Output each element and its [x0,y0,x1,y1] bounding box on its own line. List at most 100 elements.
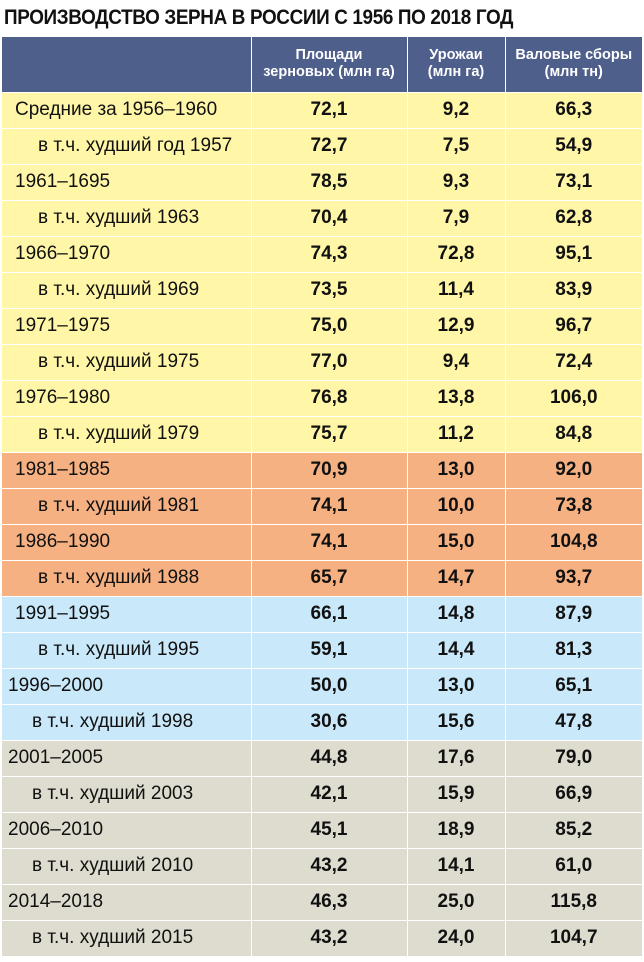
harvest-value: 87,9 [505,596,642,633]
column-header-line1: Валовые сборы [515,47,633,64]
column-header-harvest: Валовые сборы (млн тн) [505,37,642,93]
yield-value: 14,7 [407,560,506,597]
area-value: 77,0 [251,344,408,381]
row-label: в т.ч. худший 1979 [2,416,252,453]
yield-value: 7,5 [407,128,506,165]
column-header-area: Площади зерновых (млн га) [251,37,408,93]
row-label: 2014–2018 [2,884,252,921]
row-label: 1991–1995 [2,596,252,633]
table-row: 1986–1990 74,1 15,0 104,8 [2,524,642,561]
area-value: 74,1 [251,488,408,525]
yield-value: 14,4 [407,632,506,669]
row-label: 1996–2000 [2,668,252,705]
column-header-yield: Урожаи (млн га) [407,37,506,93]
harvest-value: 65,1 [505,668,642,705]
harvest-value: 66,3 [505,92,642,129]
harvest-value: 62,8 [505,200,642,237]
area-value: 44,8 [251,740,408,777]
column-header-line1: Площади [295,47,363,64]
area-value: 65,7 [251,560,408,597]
table-row: 1991–1995 66,1 14,8 87,9 [2,596,642,633]
yield-value: 9,3 [407,164,506,201]
row-label: в т.ч. худший 2015 [2,920,252,957]
table-row: в т.ч. худший 1979 75,7 11,2 84,8 [2,416,642,453]
area-value: 43,2 [251,848,408,885]
area-value: 46,3 [251,884,408,921]
harvest-value: 104,8 [505,524,642,561]
yield-value: 24,0 [407,920,506,957]
harvest-value: 47,8 [505,704,642,741]
yield-value: 9,4 [407,344,506,381]
harvest-value: 95,1 [505,236,642,273]
harvest-value: 83,9 [505,272,642,309]
area-value: 76,8 [251,380,408,417]
table-row: в т.ч. худший 2010 43,2 14,1 61,0 [2,848,642,885]
yield-value: 13,8 [407,380,506,417]
row-label: 1986–1990 [2,524,252,561]
area-value: 50,0 [251,668,408,705]
table-row: в т.ч. худший 2003 42,1 15,9 66,9 [2,776,642,813]
column-header-line2: зерновых (млн га) [263,64,395,81]
yield-value: 15,0 [407,524,506,561]
table-row: в т.ч. худший год 1957 72,7 7,5 54,9 [2,128,642,165]
table-header: Площади зерновых (млн га) Урожаи (млн га… [2,37,642,93]
yield-value: 25,0 [407,884,506,921]
area-value: 42,1 [251,776,408,813]
table-row: 2001–2005 44,8 17,6 79,0 [2,740,642,777]
row-label: 1966–1970 [2,236,252,273]
table-row: 1966–1970 74,3 72,8 95,1 [2,236,642,273]
column-header-line1: Урожаи [429,47,483,64]
column-header-line2: (млн га) [427,64,485,81]
row-label: в т.ч. худший год 1957 [2,128,252,165]
row-label: в т.ч. худший 1969 [2,272,252,309]
harvest-value: 85,2 [505,812,642,849]
header-empty-cell [2,37,252,93]
yield-value: 9,2 [407,92,506,129]
harvest-value: 104,7 [505,920,642,957]
table-row: 2006–2010 45,1 18,9 85,2 [2,812,642,849]
area-value: 78,5 [251,164,408,201]
yield-value: 18,9 [407,812,506,849]
row-label: в т.ч. худший 2003 [2,776,252,813]
yield-value: 72,8 [407,236,506,273]
area-value: 66,1 [251,596,408,633]
yield-value: 11,4 [407,272,506,309]
table-row: 1981–1985 70,9 13,0 92,0 [2,452,642,489]
row-label: Средние за 1956–1960 [2,92,252,129]
table-body: Средние за 1956–1960 72,1 9,2 66,3 в т.ч. ху… [2,92,642,957]
row-label: в т.ч. худший 1998 [2,704,252,741]
harvest-value: 61,0 [505,848,642,885]
area-value: 43,2 [251,920,408,957]
yield-value: 13,0 [407,452,506,489]
area-value: 73,5 [251,272,408,309]
area-value: 74,3 [251,236,408,273]
harvest-value: 92,0 [505,452,642,489]
row-label: в т.ч. худший 2010 [2,848,252,885]
column-header-line2: (млн тн) [544,64,603,81]
area-value: 74,1 [251,524,408,561]
yield-value: 17,6 [407,740,506,777]
area-value: 59,1 [251,632,408,669]
harvest-value: 79,0 [505,740,642,777]
row-label: в т.ч. худший 1963 [2,200,252,237]
row-label: 1981–1985 [2,452,252,489]
area-value: 30,6 [251,704,408,741]
harvest-value: 115,8 [505,884,642,921]
harvest-value: 84,8 [505,416,642,453]
table-row: 1976–1980 76,8 13,8 106,0 [2,380,642,417]
table-row: в т.ч. худший 1998 30,6 15,6 47,8 [2,704,642,741]
row-label: в т.ч. худший 1981 [2,488,252,525]
area-value: 45,1 [251,812,408,849]
harvest-value: 81,3 [505,632,642,669]
table-row: 1996–2000 50,0 13,0 65,1 [2,668,642,705]
table-row: в т.ч. худший 1981 74,1 10,0 73,8 [2,488,642,525]
yield-value: 7,9 [407,200,506,237]
table-row: в т.ч. худший 1963 70,4 7,9 62,8 [2,200,642,237]
harvest-value: 106,0 [505,380,642,417]
table-title: ПРОИЗВОДСТВО ЗЕРНА В РОССИИ С 1956 ПО 20… [4,6,514,29]
row-label: 1976–1980 [2,380,252,417]
yield-value: 14,1 [407,848,506,885]
table-row: 1971–1975 75,0 12,9 96,7 [2,308,642,345]
area-value: 75,0 [251,308,408,345]
row-label: 1971–1975 [2,308,252,345]
